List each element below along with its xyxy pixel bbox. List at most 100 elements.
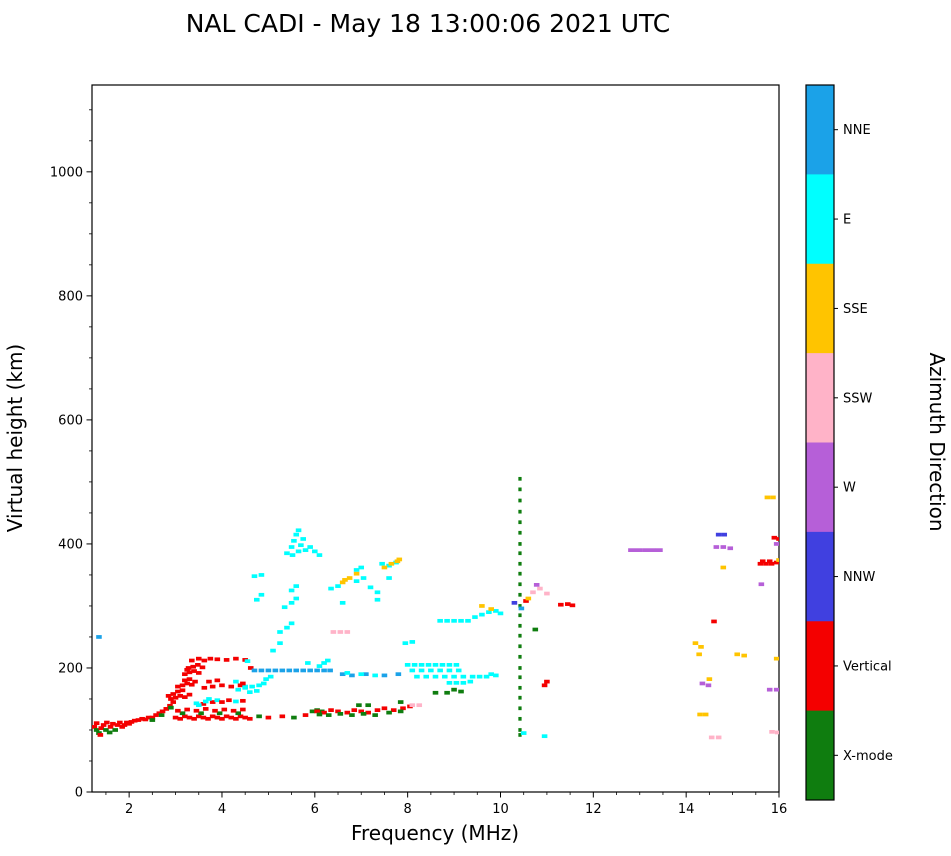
echo-point [642, 548, 656, 552]
echo-point [721, 532, 728, 537]
echo-point [400, 706, 406, 711]
echo-point [518, 733, 522, 737]
echo-point [288, 545, 295, 549]
echo-point [228, 684, 235, 689]
echo-point [518, 476, 522, 481]
echo-point [328, 586, 334, 591]
echo-point [189, 658, 195, 663]
echo-point [191, 716, 197, 721]
colorbar-segment-nnw [806, 531, 834, 622]
echo-point [773, 560, 779, 565]
echo-point [233, 679, 239, 684]
echo-point [206, 679, 212, 684]
echo-point [518, 571, 522, 576]
colorbar-label-sse: SSE [843, 302, 868, 317]
echo-point [353, 579, 360, 584]
echo-point [451, 687, 457, 692]
echo-point [207, 656, 214, 661]
echo-point [230, 708, 237, 713]
echo-point [766, 687, 773, 692]
echo-point [298, 543, 304, 548]
echo-point [170, 700, 177, 704]
echo-point [344, 671, 351, 675]
echo-point [396, 557, 403, 562]
x-tick-label: 8 [404, 802, 412, 817]
y-tick-label: 800 [58, 289, 83, 304]
echo-point [214, 698, 221, 703]
x-axis-ticks: 2 4 6 8 10 12 14 16 [105, 792, 787, 817]
echo-point [374, 708, 381, 712]
echo-point [446, 668, 453, 673]
echo-point [182, 714, 188, 719]
echo-point [186, 715, 193, 720]
echo-point [696, 652, 702, 657]
echo-point [518, 606, 525, 611]
echo-point [219, 700, 225, 704]
echo-point [288, 588, 295, 593]
echo-point [537, 586, 543, 591]
echo-point [432, 690, 439, 695]
echo-point [189, 682, 195, 687]
echo-point [697, 712, 703, 717]
echo-point [184, 681, 190, 686]
echo-point [544, 591, 550, 596]
echo-point [309, 709, 316, 714]
echo-point [325, 658, 331, 663]
echo-point [93, 728, 100, 732]
echo-point [201, 658, 208, 663]
echo-point [757, 561, 764, 566]
echo-point [518, 623, 522, 628]
echo-point [518, 530, 522, 535]
echo-point [112, 728, 118, 732]
y-tick-label: 1000 [50, 165, 83, 180]
echo-point [286, 668, 293, 673]
echo-point [395, 672, 402, 677]
echo-point [175, 708, 181, 713]
echo-point [175, 689, 181, 694]
echo-point [186, 677, 193, 681]
colorbar-label-e: E [843, 213, 851, 228]
colorbar-segment-ssw [806, 353, 834, 443]
echo-point [346, 576, 353, 580]
echo-point [182, 672, 188, 677]
echo-point [388, 561, 395, 566]
echo-point [295, 549, 302, 554]
echo-point [372, 713, 378, 717]
echo-point [93, 721, 100, 726]
echo-point [195, 656, 202, 661]
echo-point [451, 618, 457, 623]
x-tick-label: 10 [492, 802, 509, 817]
echo-point [212, 708, 218, 713]
echo-point [353, 568, 360, 572]
echo-point [713, 545, 720, 549]
echo-point [145, 715, 152, 720]
echo-point [711, 619, 717, 624]
echo-point [409, 703, 416, 708]
echo-point [96, 635, 102, 639]
echo-point [219, 683, 225, 688]
echo-point [404, 663, 411, 667]
echo-point [206, 697, 212, 701]
echo-point [532, 627, 539, 632]
echo-point [247, 716, 253, 721]
echo-point [655, 548, 663, 552]
echo-point [455, 668, 462, 673]
echo-point [518, 675, 522, 680]
echo-point [511, 600, 518, 605]
echo-point [159, 709, 166, 714]
echo-point [453, 663, 460, 667]
echo-point [97, 733, 104, 737]
echo-point [314, 709, 320, 714]
echo-point [518, 582, 522, 587]
echo-point [104, 720, 110, 725]
echo-point [254, 597, 260, 602]
echo-point [312, 549, 318, 554]
echo-point [390, 708, 397, 712]
echo-point [121, 723, 128, 727]
echo-point [734, 652, 741, 657]
echo-point [256, 683, 262, 688]
echo-point [525, 596, 532, 601]
echo-point [411, 663, 418, 667]
echo-point [374, 597, 381, 602]
